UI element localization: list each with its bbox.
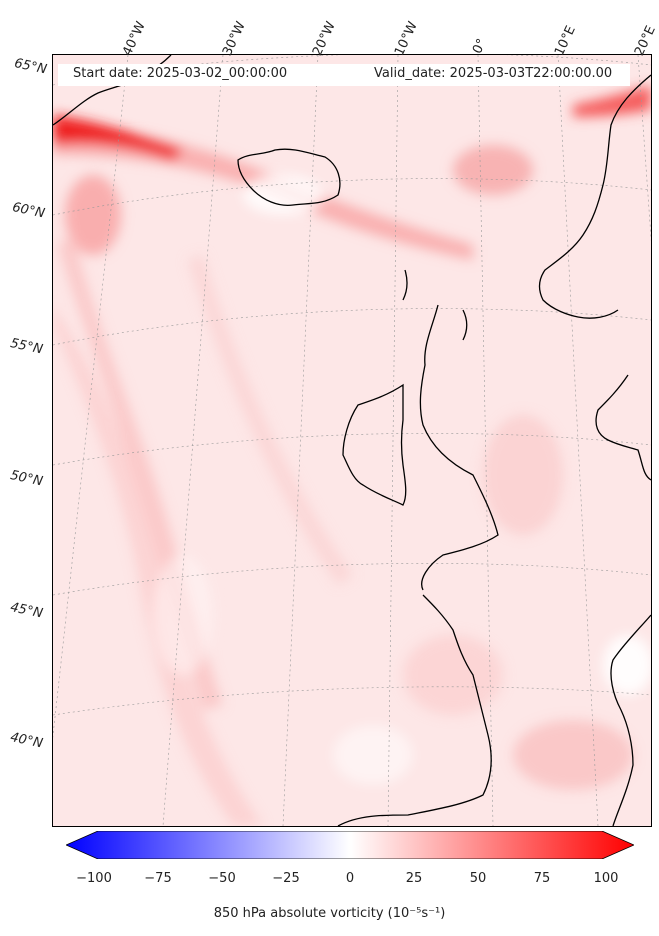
- lat-label-50n: 50°N: [8, 468, 45, 490]
- colorbar-tick: 0: [345, 871, 355, 886]
- lat-label-65n: 65°N: [12, 56, 49, 78]
- lat-label-55n: 55°N: [8, 336, 45, 358]
- start-date-label: Start date: 2025-03-02_00:00:00: [73, 66, 288, 81]
- lon-label-10w: 10°W: [392, 19, 421, 59]
- colorbar-tick: 25: [405, 871, 423, 886]
- vorticity-shading: [53, 85, 651, 826]
- colorbar-tick: −50: [208, 871, 236, 886]
- colorbar-tick: −100: [76, 871, 112, 886]
- lon-label-40w: 40°W: [120, 19, 149, 59]
- valid-date-label: Valid_date: 2025-03-03T22:00:00.00: [374, 66, 613, 81]
- lat-label-45n: 45°N: [8, 600, 45, 622]
- colorbar: [65, 830, 635, 860]
- lat-label-40n: 40°N: [8, 730, 45, 752]
- lon-label-20e: 20°E: [632, 23, 659, 59]
- graticule: [53, 55, 651, 826]
- map-canvas: [53, 55, 651, 826]
- lon-label-30w: 30°W: [220, 19, 249, 59]
- vorticity-map: [52, 54, 652, 827]
- colorbar-tick: 100: [593, 871, 619, 886]
- colorbar-gradient: [65, 830, 635, 860]
- colorbar-tick: 50: [469, 871, 487, 886]
- colorbar-tick: −75: [144, 871, 172, 886]
- lon-label-20w: 20°W: [310, 19, 339, 59]
- colorbar-tick: −25: [272, 871, 300, 886]
- header-background: [58, 64, 630, 86]
- lat-label-60n: 60°N: [10, 200, 47, 222]
- colorbar-tick: 75: [533, 871, 551, 886]
- coastlines: [53, 55, 651, 826]
- colorbar-label: 850 hPa absolute vorticity (10⁻⁵s⁻¹): [213, 906, 446, 921]
